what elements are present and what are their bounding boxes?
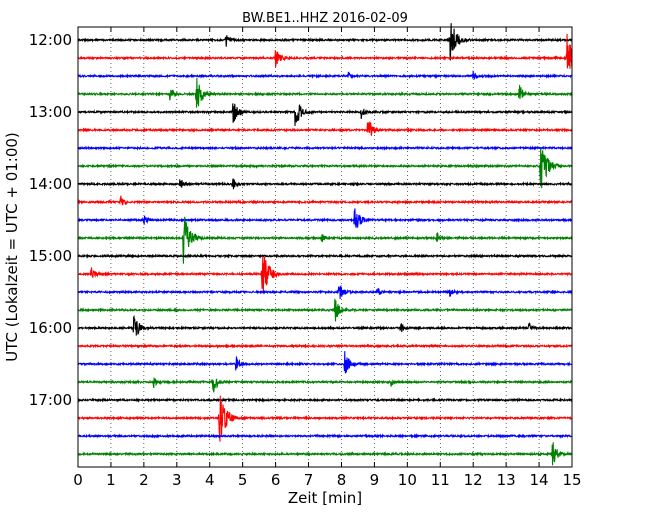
x-tick-label: 11 [431, 471, 450, 489]
x-tick-label: 5 [238, 471, 248, 489]
seismic-trace [77, 395, 573, 442]
x-tick-label: 8 [337, 471, 347, 489]
seismic-trace [77, 298, 573, 322]
seismic-trace [77, 314, 573, 336]
x-tick-label: 12 [464, 471, 483, 489]
seismic-trace [77, 195, 573, 206]
seismic-trace [77, 70, 573, 80]
axis-ticks: 0 1 2 3 4 5 6 7 8 9 10 11 12 13 14 1512:0013:0014:0015:… [29, 27, 582, 489]
seismic-trace [77, 103, 573, 126]
y-axis-label: UTC (Lokalzeit = UTC + 01:00) [3, 132, 21, 362]
seismic-trace [77, 216, 573, 264]
seismic-trace [77, 77, 573, 108]
seismic-trace [77, 253, 573, 259]
x-tick-label: 2 [139, 471, 149, 489]
x-tick-label: 7 [304, 471, 314, 489]
seismic-trace [77, 284, 573, 299]
seismic-trace [77, 178, 573, 190]
seismic-trace [77, 33, 573, 69]
seismic-trace [77, 343, 573, 349]
plot-frame [77, 26, 573, 468]
grid-lines [78, 27, 572, 467]
x-tick-label: 1 [106, 471, 116, 489]
seismic-trace [77, 442, 573, 466]
y-tick-label: 14:00 [29, 175, 72, 193]
x-tick-label: 9 [370, 471, 380, 489]
y-tick-label: 16:00 [29, 319, 72, 337]
x-tick-label: 4 [205, 471, 215, 489]
seismic-trace [77, 256, 573, 293]
x-tick-label: 3 [172, 471, 182, 489]
y-tick-label: 17:00 [29, 391, 72, 409]
x-tick-label: 0 [73, 471, 83, 489]
seismic-trace [77, 377, 573, 393]
seismic-trace [77, 148, 573, 189]
x-tick-label: 15 [562, 471, 581, 489]
x-tick-label: 10 [398, 471, 417, 489]
seismic-traces [77, 23, 573, 466]
x-tick-label: 6 [271, 471, 281, 489]
y-tick-label: 15:00 [29, 247, 72, 265]
seismic-trace [77, 23, 573, 61]
seismic-trace [77, 433, 573, 439]
x-axis-label: Zeit [min] [288, 489, 362, 507]
seismic-trace [77, 121, 573, 136]
x-tick-label: 14 [530, 471, 549, 489]
seismic-trace [77, 397, 573, 403]
seismic-trace [77, 351, 573, 374]
x-tick-label: 13 [497, 471, 516, 489]
y-tick-label: 13:00 [29, 103, 72, 121]
seismic-trace [77, 145, 573, 151]
seismic-trace [77, 208, 573, 228]
chart-title: BW.BE1..HHZ 2016-02-09 [242, 11, 408, 26]
y-tick-label: 12:00 [29, 31, 72, 49]
